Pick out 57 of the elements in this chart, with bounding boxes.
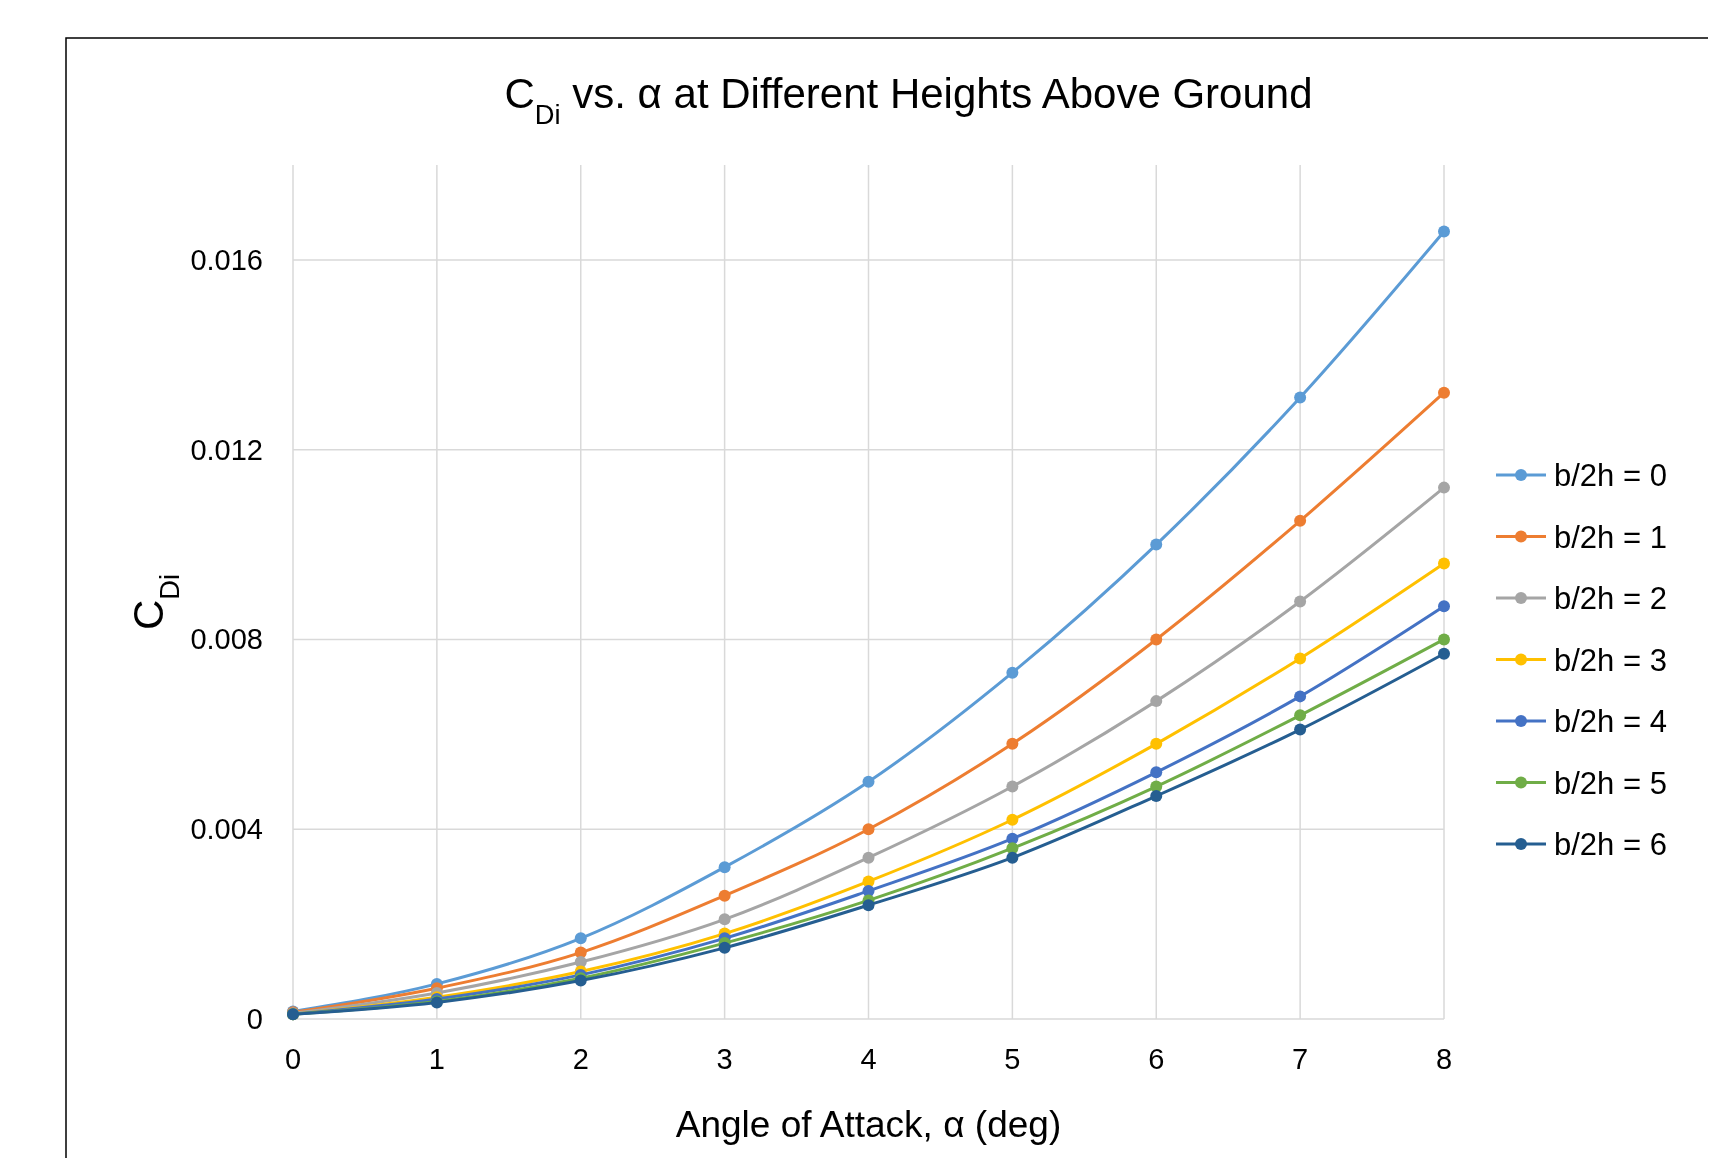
point — [718, 941, 731, 954]
x-tick-label: 6 — [1148, 1043, 1165, 1075]
point — [1294, 514, 1307, 527]
point — [1438, 225, 1450, 238]
x-tick-label: 0 — [284, 1043, 302, 1075]
legend-label: b/2h = 4 — [1554, 704, 1667, 739]
point — [1150, 538, 1163, 551]
x-axis-title: Angle of Attack, α (deg) — [675, 1104, 1062, 1145]
legend-label: b/2h = 2 — [1554, 581, 1667, 616]
legend-label: b/2h = 0 — [1554, 458, 1667, 493]
point — [862, 851, 875, 864]
point — [1006, 780, 1019, 793]
y-tick-label: 0.004 — [190, 813, 263, 846]
y-tick-label: 0.016 — [190, 243, 263, 276]
y-tick-label: 0.008 — [190, 623, 263, 656]
x-tick-label: 4 — [860, 1043, 877, 1075]
point — [1294, 391, 1307, 404]
chart-title: C$_{Di}$ vs. α at Different Heights Above Ground — [504, 70, 1313, 130]
point — [1438, 647, 1450, 660]
point — [862, 823, 875, 836]
point — [718, 913, 731, 926]
point — [1438, 557, 1450, 570]
y-tick-label: 0 — [246, 1003, 263, 1035]
point — [1006, 813, 1019, 826]
point — [862, 899, 875, 912]
point — [1150, 633, 1163, 646]
legend-label: b/2h = 3 — [1554, 642, 1667, 678]
y-tick-label: 0.012 — [190, 433, 263, 466]
point — [574, 932, 587, 945]
x-tick-label: 5 — [1004, 1043, 1021, 1075]
point — [1294, 595, 1307, 608]
point — [718, 861, 731, 874]
point — [862, 775, 875, 788]
x-tick-label: 8 — [1435, 1043, 1453, 1075]
point — [718, 889, 731, 902]
point — [1294, 690, 1307, 703]
point — [1294, 652, 1307, 665]
x-tick-label: 3 — [716, 1043, 733, 1075]
point — [1150, 695, 1163, 708]
point — [1438, 600, 1450, 613]
legend-label: b/2h = 1 — [1554, 519, 1667, 555]
x-tick-label: 1 — [428, 1043, 445, 1075]
x-tick-label: 7 — [1292, 1043, 1309, 1075]
point — [1294, 723, 1307, 736]
point — [1006, 737, 1019, 750]
legend-label: b/2h = 5 — [1554, 765, 1667, 801]
point — [1006, 851, 1019, 864]
point — [1438, 633, 1450, 646]
point — [1150, 766, 1163, 779]
point — [1006, 666, 1019, 679]
point — [1150, 737, 1163, 750]
point — [1438, 481, 1450, 494]
point — [1150, 790, 1163, 803]
point — [1294, 709, 1307, 722]
point — [1438, 386, 1450, 399]
x-tick-label: 2 — [572, 1043, 589, 1075]
legend-label: b/2h = 6 — [1554, 827, 1667, 862]
